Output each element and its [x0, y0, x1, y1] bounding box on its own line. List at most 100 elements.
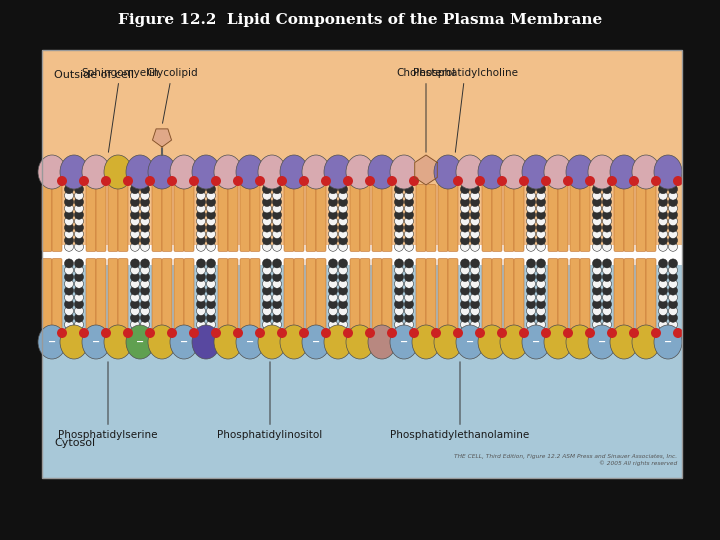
Circle shape — [659, 259, 667, 268]
Circle shape — [603, 210, 611, 219]
Circle shape — [603, 266, 611, 275]
Circle shape — [130, 273, 140, 281]
Ellipse shape — [148, 325, 176, 359]
Circle shape — [189, 176, 199, 186]
Circle shape — [272, 320, 282, 329]
Circle shape — [338, 279, 348, 288]
Circle shape — [65, 259, 73, 268]
FancyBboxPatch shape — [96, 185, 106, 252]
Circle shape — [140, 266, 150, 275]
Circle shape — [461, 210, 469, 219]
Circle shape — [470, 313, 480, 322]
Ellipse shape — [214, 325, 242, 359]
Circle shape — [659, 242, 667, 251]
Circle shape — [536, 259, 546, 268]
Circle shape — [338, 204, 348, 213]
Circle shape — [526, 286, 536, 295]
Circle shape — [659, 273, 667, 281]
Ellipse shape — [280, 155, 308, 189]
Circle shape — [585, 328, 595, 338]
Circle shape — [659, 266, 667, 275]
Circle shape — [140, 236, 150, 245]
Text: Phosphatidylethanolamine: Phosphatidylethanolamine — [390, 362, 530, 440]
Circle shape — [140, 210, 150, 219]
Circle shape — [431, 328, 441, 338]
Circle shape — [263, 191, 271, 200]
Circle shape — [140, 204, 150, 213]
FancyBboxPatch shape — [316, 185, 326, 252]
Circle shape — [395, 286, 403, 295]
Circle shape — [603, 273, 611, 281]
Circle shape — [272, 259, 282, 268]
Circle shape — [277, 328, 287, 338]
Circle shape — [461, 191, 469, 200]
Circle shape — [123, 176, 133, 186]
Circle shape — [536, 313, 546, 322]
FancyBboxPatch shape — [636, 185, 646, 252]
Circle shape — [130, 266, 140, 275]
Circle shape — [74, 300, 84, 309]
Circle shape — [197, 223, 205, 232]
Circle shape — [659, 198, 667, 206]
Circle shape — [74, 204, 84, 213]
Ellipse shape — [170, 325, 198, 359]
Ellipse shape — [654, 155, 682, 189]
FancyBboxPatch shape — [580, 185, 590, 252]
Circle shape — [629, 176, 639, 186]
Circle shape — [255, 176, 265, 186]
Circle shape — [65, 236, 73, 245]
Circle shape — [272, 191, 282, 200]
Circle shape — [211, 176, 221, 186]
Circle shape — [593, 210, 601, 219]
Circle shape — [207, 223, 215, 232]
Circle shape — [130, 320, 140, 329]
Circle shape — [470, 273, 480, 281]
Circle shape — [233, 176, 243, 186]
Circle shape — [140, 217, 150, 226]
Circle shape — [603, 230, 611, 239]
Circle shape — [668, 286, 678, 295]
Circle shape — [395, 242, 403, 251]
Ellipse shape — [632, 155, 660, 189]
Circle shape — [197, 307, 205, 315]
Circle shape — [607, 176, 617, 186]
Circle shape — [130, 236, 140, 245]
Circle shape — [328, 259, 338, 268]
FancyBboxPatch shape — [108, 185, 118, 252]
Circle shape — [405, 266, 413, 275]
FancyBboxPatch shape — [448, 259, 458, 329]
Circle shape — [668, 210, 678, 219]
Circle shape — [263, 273, 271, 281]
Ellipse shape — [434, 325, 462, 359]
Ellipse shape — [522, 325, 550, 359]
Circle shape — [65, 230, 73, 239]
Circle shape — [328, 279, 338, 288]
Circle shape — [197, 273, 205, 281]
Ellipse shape — [104, 325, 132, 359]
Circle shape — [321, 176, 331, 186]
Circle shape — [140, 279, 150, 288]
Circle shape — [272, 307, 282, 315]
Circle shape — [167, 328, 177, 338]
Circle shape — [475, 328, 485, 338]
Circle shape — [395, 320, 403, 329]
Ellipse shape — [258, 155, 286, 189]
Circle shape — [603, 217, 611, 226]
Circle shape — [405, 273, 413, 281]
Circle shape — [497, 328, 507, 338]
FancyBboxPatch shape — [624, 185, 634, 252]
Circle shape — [603, 191, 611, 200]
Ellipse shape — [390, 325, 418, 359]
Circle shape — [197, 236, 205, 245]
Circle shape — [526, 259, 536, 268]
FancyBboxPatch shape — [426, 185, 436, 252]
FancyBboxPatch shape — [382, 259, 392, 329]
Circle shape — [272, 223, 282, 232]
Ellipse shape — [478, 325, 506, 359]
FancyBboxPatch shape — [162, 259, 172, 329]
Circle shape — [328, 307, 338, 315]
Circle shape — [197, 217, 205, 226]
Circle shape — [405, 198, 413, 206]
Circle shape — [140, 313, 150, 322]
Circle shape — [405, 242, 413, 251]
